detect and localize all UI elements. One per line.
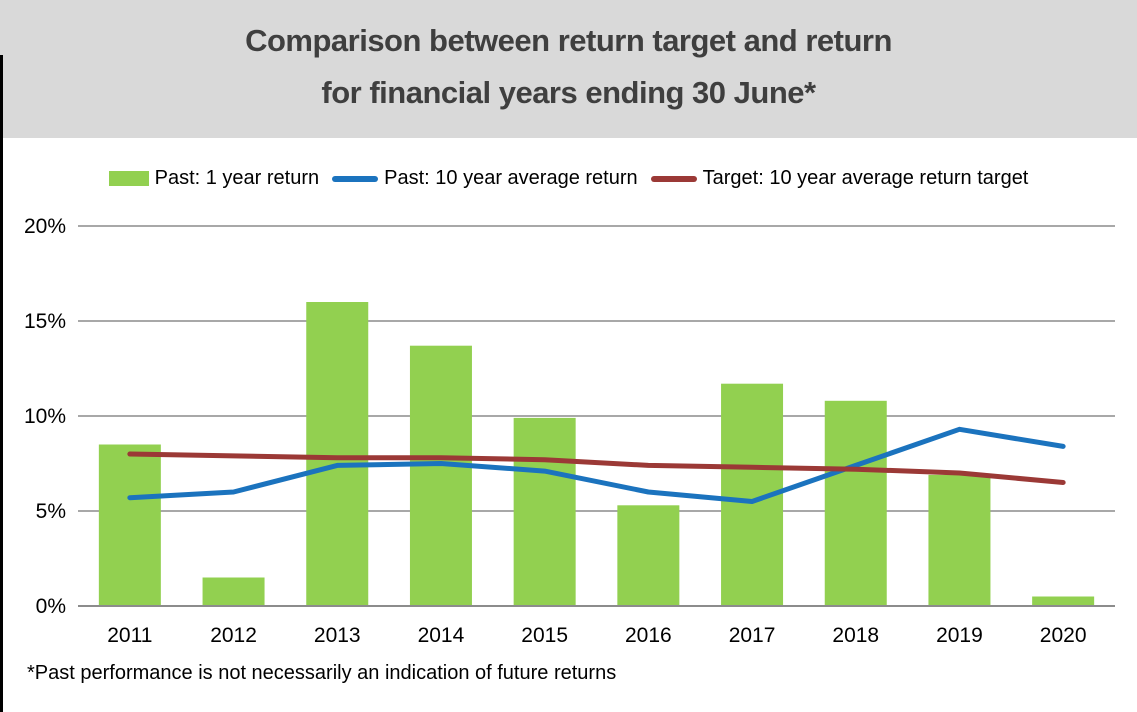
page-edge-line <box>0 55 3 712</box>
x-tick-label-2014: 2014 <box>418 624 465 647</box>
legend-label: Past: 10 year average return <box>384 167 638 189</box>
x-tick-label-2016: 2016 <box>625 624 672 647</box>
x-tick-label-2020: 2020 <box>1040 624 1087 647</box>
x-tick-label-2018: 2018 <box>832 624 879 647</box>
y-tick-label: 15% <box>24 310 66 333</box>
legend-line-swatch-icon <box>650 175 697 182</box>
bar-2016 <box>617 505 680 606</box>
y-tick-label: 20% <box>24 215 66 238</box>
y-tick-label: 5% <box>36 500 66 523</box>
line-series-1 <box>127 426 1066 504</box>
legend-label: Past: 1 year return <box>154 167 320 189</box>
x-tick-label-2011: 2011 <box>107 624 152 647</box>
bar-2014 <box>409 345 472 606</box>
bar-2013 <box>306 302 369 606</box>
legend-item-2: Past: 10 year average return <box>332 167 638 190</box>
legend-bar-swatch-icon <box>108 171 149 186</box>
chart-header: Comparison between return target and ret… <box>0 0 1137 138</box>
bar-2018 <box>824 400 887 606</box>
x-tick-label-2012: 2012 <box>210 624 257 647</box>
x-tick-label-2017: 2017 <box>729 624 776 647</box>
chart-footnote: *Past performance is not necessarily an … <box>27 662 617 684</box>
y-tick-label: 10% <box>24 405 66 428</box>
chart-title: Comparison between return target and ret… <box>0 0 1137 119</box>
chart-title-line1: Comparison between return target and ret… <box>245 23 892 58</box>
bar-2012 <box>202 577 265 606</box>
legend-item-1: Past: 1 year return <box>108 167 320 190</box>
legend-item-3: Target: 10 year average return target <box>650 167 1029 190</box>
bar-2015 <box>513 417 576 606</box>
x-tick-label-2019: 2019 <box>936 624 983 647</box>
bar-2011 <box>98 444 161 606</box>
legend-line-swatch-icon <box>332 175 379 182</box>
x-tick-label-2015: 2015 <box>521 624 568 647</box>
x-tick-label-2013: 2013 <box>314 624 361 647</box>
chart-title-line2: for financial years ending 30 June* <box>321 75 816 110</box>
y-tick-label: 0% <box>36 595 66 618</box>
bar-2019 <box>928 474 991 606</box>
legend-label: Target: 10 year average return target <box>702 167 1029 189</box>
bar-2020 <box>1032 596 1095 606</box>
chart-legend: Past: 1 year return Past: 10 year average… <box>0 167 1137 190</box>
line-series-2 <box>127 451 1066 485</box>
